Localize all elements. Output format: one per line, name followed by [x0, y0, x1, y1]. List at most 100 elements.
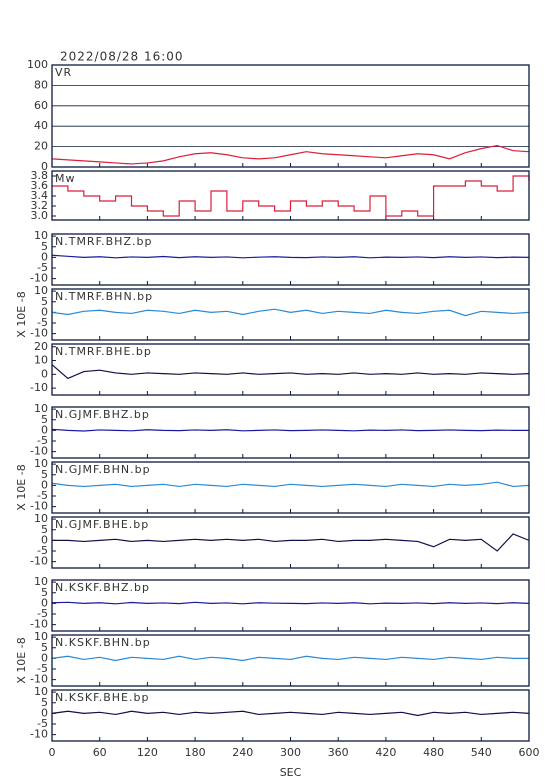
data-line [51, 481, 530, 488]
y-tick-label: 0 [41, 423, 48, 436]
y-tick-label: -10 [30, 500, 48, 513]
data-line [51, 655, 529, 662]
y-tick-label: -5 [37, 434, 48, 447]
chart-title: 2022/08/28 16:00 [60, 50, 184, 64]
x-tick-label: 360 [328, 746, 349, 759]
panel-label: N.TMRF.BHE.bp [55, 345, 152, 358]
panel-frame [51, 516, 530, 569]
x-tick-label: 300 [280, 746, 301, 759]
y-tick-label: 5 [41, 523, 48, 536]
y-tick-label: 10 [34, 630, 48, 643]
x-axis-label: SEC [280, 766, 302, 779]
y-tick-label: -5 [37, 717, 48, 730]
x-tick-label: 240 [232, 746, 253, 759]
panel-frame [51, 461, 530, 514]
panel-frame [51, 343, 530, 396]
panel-frame [51, 233, 530, 286]
panel-label: N.KSKF.BHE.bp [55, 691, 149, 704]
panel-label: VR [55, 66, 72, 79]
x-tick-label: 180 [185, 746, 206, 759]
y-axis-label: X 10E -8 [15, 637, 28, 683]
y-tick-label: 10 [34, 457, 48, 470]
y-tick-label: 5 [41, 468, 48, 481]
panel-frame [51, 288, 530, 341]
y-tick-label: 10 [34, 512, 48, 525]
y-tick-label: 10 [34, 354, 48, 367]
y-tick-label: 20 [34, 140, 48, 153]
panel-label: Mw [55, 172, 76, 185]
y-tick-label: 5 [41, 641, 48, 654]
y-tick-label: 10 [34, 229, 48, 242]
panel-label: N.GJMF.BHZ.bp [55, 408, 150, 421]
x-tick-label: 420 [375, 746, 396, 759]
y-tick-label: 3.0 [31, 209, 49, 222]
y-tick-label: 0 [41, 367, 48, 380]
panel-label: N.KSKF.BHN.bp [55, 636, 151, 649]
panel-label: N.GJMF.BHN.bp [55, 463, 151, 476]
y-tick-label: 0 [41, 160, 48, 173]
y-tick-label: -5 [37, 261, 48, 274]
y-tick-label: 5 [41, 295, 48, 308]
y-tick-label: -10 [30, 728, 48, 741]
y-tick-label: 0 [41, 478, 48, 491]
panel-label: N.KSKF.BHZ.bp [55, 581, 150, 594]
y-tick-label: 0 [41, 651, 48, 664]
data-line [51, 710, 530, 717]
y-tick-label: 3.4 [31, 189, 49, 202]
panel-label: N.TMRF.BHZ.bp [55, 235, 152, 248]
y-tick-label: -5 [37, 544, 48, 557]
y-tick-label: -10 [30, 381, 48, 394]
panel-frame [51, 64, 530, 168]
data-line [51, 254, 530, 259]
panel-frame [51, 406, 530, 459]
panel-frame [51, 634, 530, 687]
data-line [51, 601, 530, 605]
y-tick-label: 0 [41, 250, 48, 263]
x-tick-label: 60 [93, 746, 107, 759]
y-tick-label: 3.2 [31, 199, 49, 212]
y-tick-label: -10 [30, 618, 48, 631]
y-tick-label: -10 [30, 555, 48, 568]
data-line [52, 533, 530, 552]
y-tick-label: 0 [41, 305, 48, 318]
y-tick-label: 10 [34, 685, 48, 698]
panel-frame [51, 170, 530, 221]
y-tick-label: 3.8 [31, 169, 49, 182]
y-tick-label: -10 [30, 673, 48, 686]
y-tick-label: 10 [34, 402, 48, 415]
x-tick-label: 480 [423, 746, 444, 759]
x-tick-label: 600 [519, 746, 540, 759]
y-tick-label: 20 [34, 340, 48, 353]
data-line [52, 175, 530, 217]
y-tick-label: -5 [37, 316, 48, 329]
data-line [51, 364, 530, 380]
y-tick-label: -10 [30, 327, 48, 340]
y-tick-label: -5 [37, 662, 48, 675]
y-tick-label: 10 [34, 284, 48, 297]
y-tick-label: 60 [34, 99, 48, 112]
y-axis-label: X 10E -8 [15, 291, 28, 337]
y-tick-label: 10 [34, 575, 48, 588]
panel-label: N.TMRF.BHN.bp [55, 290, 153, 303]
y-axis-label: X 10E -8 [15, 464, 28, 510]
data-line [51, 144, 530, 165]
y-tick-label: 5 [41, 240, 48, 253]
panel-label: N.GJMF.BHE.bp [55, 518, 149, 531]
x-tick-label: 120 [137, 746, 158, 759]
y-tick-label: 80 [34, 78, 48, 91]
y-tick-label: 5 [41, 696, 48, 709]
y-tick-label: -5 [37, 607, 48, 620]
y-tick-label: 100 [27, 58, 48, 71]
y-tick-label: 0 [41, 706, 48, 719]
data-line [51, 308, 530, 317]
y-tick-label: -5 [37, 489, 48, 502]
y-tick-label: -10 [30, 445, 48, 458]
x-tick-label: 0 [49, 746, 56, 759]
y-tick-label: -10 [30, 272, 48, 285]
y-tick-label: 5 [41, 413, 48, 426]
data-line [51, 428, 529, 432]
x-tick-label: 540 [471, 746, 492, 759]
y-tick-label: 0 [41, 596, 48, 609]
panel-frame [51, 689, 530, 742]
